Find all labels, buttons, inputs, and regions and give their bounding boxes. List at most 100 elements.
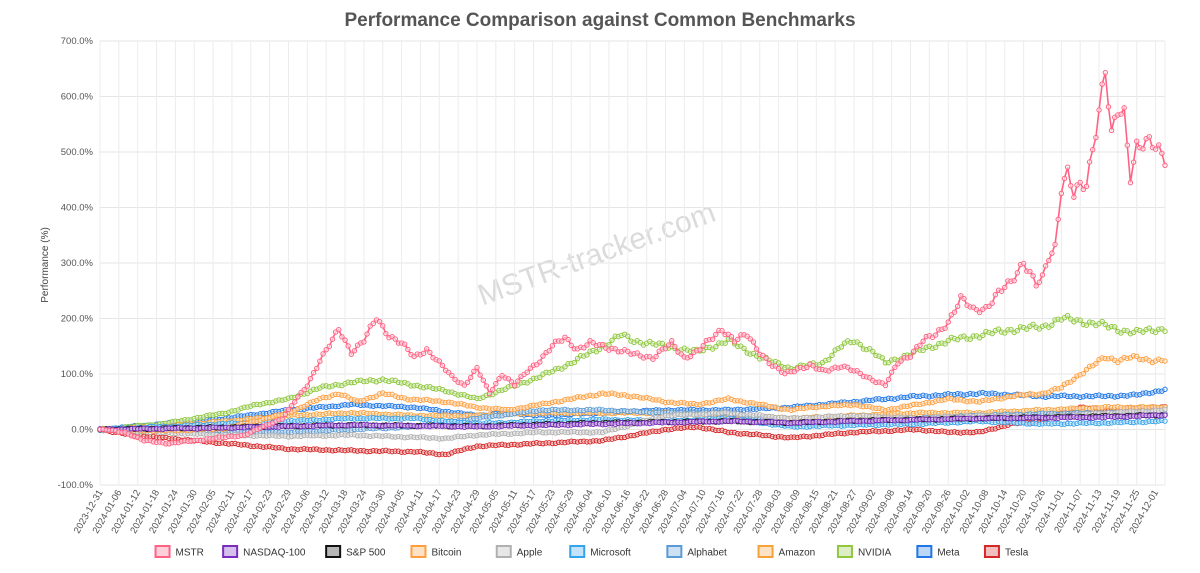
data-point [932, 344, 939, 351]
legend-item-microsoft[interactable]: Microsoft [569, 545, 631, 559]
data-point [342, 337, 348, 343]
legend-item-s-p-500[interactable]: S&P 500 [325, 545, 386, 559]
data-point [885, 376, 892, 383]
legend-swatch [569, 545, 586, 558]
chart-title: Performance Comparison against Common Be… [344, 10, 855, 31]
legend-item-tesla[interactable]: Tesla [983, 545, 1029, 559]
data-point [474, 364, 480, 371]
data-point [376, 318, 383, 325]
legend-item-alphabet[interactable]: Alphabet [666, 545, 727, 559]
y-tick-label: 700.0% [61, 36, 94, 47]
data-point [625, 333, 631, 339]
data-point [1146, 325, 1152, 331]
data-point [1162, 412, 1168, 418]
data-point [574, 355, 581, 362]
data-point [1052, 241, 1058, 248]
x-axis-ticks: 2023-12-312024-01-062024-01-122024-01-18… [72, 488, 1161, 536]
data-point [1020, 260, 1027, 267]
data-point [907, 354, 914, 360]
data-point [339, 334, 345, 340]
data-point [917, 342, 923, 348]
legend-label: S&P 500 [346, 548, 386, 559]
data-point [364, 331, 370, 337]
legend-item-amazon[interactable]: Amazon [757, 545, 816, 559]
data-point [329, 336, 336, 342]
data-point [942, 341, 948, 347]
data-point [1071, 194, 1077, 200]
data-point [1011, 277, 1017, 284]
data-point [1014, 328, 1021, 334]
data-point [1030, 321, 1036, 328]
legend-item-nvidia[interactable]: NVIDIA [836, 545, 892, 559]
data-point [920, 347, 926, 354]
data-point [1099, 81, 1105, 87]
data-point [609, 337, 615, 343]
data-point [490, 386, 496, 393]
data-point [687, 353, 694, 360]
legend-item-nasdaq-100[interactable]: NASDAQ-100 [222, 545, 306, 559]
data-point [571, 359, 578, 366]
data-point [596, 346, 603, 353]
data-point [1102, 69, 1109, 76]
series-lines [97, 69, 1168, 458]
data-point [829, 352, 835, 359]
data-point [669, 338, 675, 344]
data-point [351, 348, 358, 354]
data-point [665, 342, 672, 348]
data-point [1071, 376, 1077, 383]
data-point [1014, 270, 1021, 276]
legend-item-mstr[interactable]: MSTR [154, 545, 204, 559]
data-point [584, 352, 590, 358]
data-point [700, 343, 706, 349]
data-point [383, 330, 389, 337]
data-point [728, 334, 735, 340]
data-point [323, 347, 329, 353]
y-tick-label: 100.0% [61, 369, 94, 380]
legend-swatch [325, 545, 342, 558]
data-point [857, 341, 863, 348]
data-point [1146, 134, 1152, 140]
data-point [480, 377, 486, 383]
data-point [722, 340, 728, 346]
legend-label: NVIDIA [858, 548, 892, 559]
data-point [1162, 358, 1168, 364]
data-point [1064, 164, 1071, 170]
data-point [1162, 162, 1168, 169]
data-point [1077, 317, 1083, 323]
data-point [1112, 324, 1118, 330]
data-point [672, 343, 678, 350]
data-point [741, 345, 747, 352]
data-point [1162, 418, 1168, 424]
data-point [493, 380, 499, 387]
data-point [1105, 104, 1112, 110]
data-point [1102, 321, 1109, 328]
legend-item-bitcoin[interactable]: Bitcoin [410, 545, 461, 559]
data-point [1058, 385, 1065, 391]
data-point [804, 364, 810, 371]
data-point [1156, 142, 1162, 148]
legend[interactable]: MSTR NASDAQ-100 S&P 500 Bitcoin Apple Microso… [154, 545, 1029, 559]
data-point [1093, 134, 1099, 141]
data-point [998, 288, 1005, 294]
data-point [424, 346, 430, 352]
legend-swatch [222, 545, 239, 558]
data-point [1030, 273, 1036, 279]
data-point [496, 376, 502, 382]
data-point [565, 336, 571, 343]
data-point [1162, 406, 1168, 412]
data-point [1055, 216, 1061, 223]
data-point [989, 300, 995, 306]
legend-item-apple[interactable]: Apple [495, 545, 543, 559]
data-point [1162, 386, 1168, 393]
legend-item-meta[interactable]: Meta [916, 545, 960, 559]
data-point [1083, 322, 1090, 328]
data-point [1121, 105, 1127, 111]
data-point [713, 331, 719, 338]
legend-label: Microsoft [590, 548, 631, 559]
data-point [439, 362, 446, 369]
data-point [791, 368, 797, 375]
data-point [1080, 186, 1087, 193]
data-point [1162, 328, 1168, 334]
